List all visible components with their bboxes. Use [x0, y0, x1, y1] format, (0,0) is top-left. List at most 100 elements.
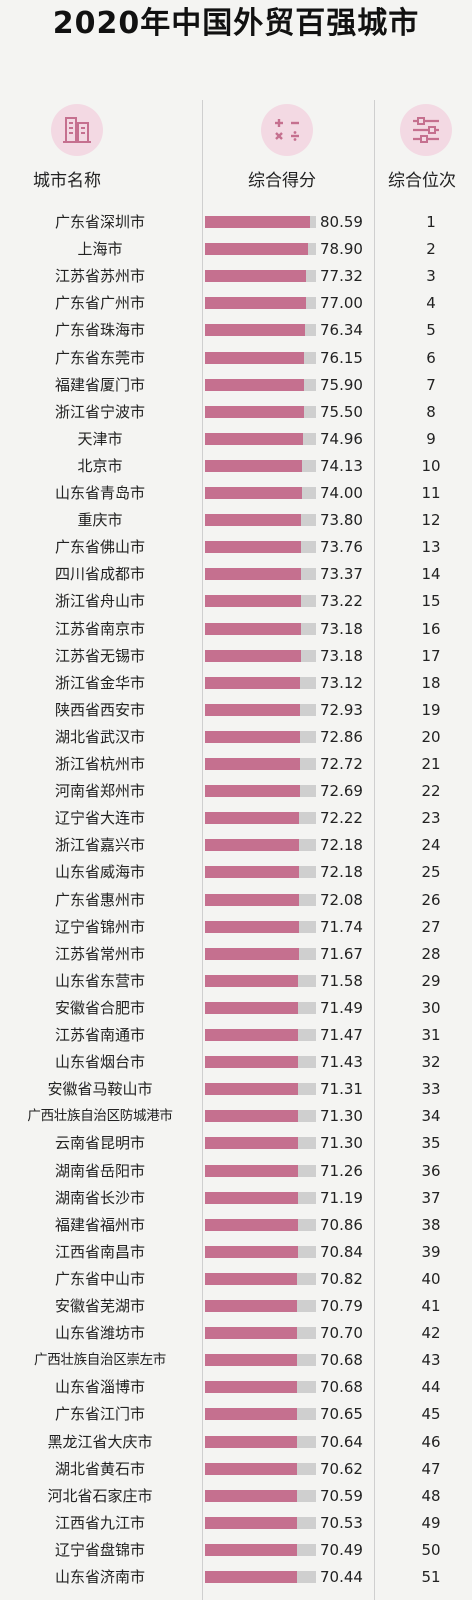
city-label: 辽宁省锦州市	[54, 917, 145, 936]
score-value: 75.50	[320, 402, 363, 421]
score-bar	[205, 622, 301, 635]
city-label: 安徽省马鞍山市	[47, 1080, 153, 1099]
score-value: 71.67	[320, 944, 363, 963]
rank-value: 2	[426, 240, 436, 259]
score-bar	[205, 839, 300, 852]
score-value: 71.26	[320, 1161, 363, 1180]
score-value: 73.22	[320, 592, 363, 611]
score-value: 73.37	[320, 565, 363, 584]
score-value: 71.74	[320, 917, 363, 936]
score-value: 73.76	[320, 538, 363, 557]
city-label: 广东省江门市	[54, 1405, 145, 1424]
rank-value: 5	[426, 321, 436, 340]
score-value: 70.44	[320, 1568, 363, 1586]
score-value: 78.90	[320, 240, 363, 259]
score-value: 70.79	[320, 1297, 363, 1315]
rank-value: 12	[421, 511, 441, 530]
score-value: 72.08	[320, 890, 363, 909]
score-bar	[205, 1571, 297, 1583]
score-bar	[205, 812, 300, 825]
city-label: 云南省昆明市	[54, 1134, 145, 1153]
score-bar	[205, 1435, 298, 1448]
rank-value: 14	[421, 565, 441, 584]
rank-value: 9	[426, 429, 436, 448]
city-label: 江苏省南京市	[54, 619, 145, 638]
rank-value: 1	[426, 213, 436, 231]
rank-value: 3	[426, 267, 436, 286]
score-value: 70.68	[320, 1351, 363, 1370]
column-divider	[202, 100, 203, 1600]
score-bar	[205, 541, 302, 554]
rank-value: 47	[421, 1459, 441, 1478]
city-label: 河北省石家庄市	[47, 1486, 153, 1505]
score-bar	[205, 1354, 298, 1367]
rank-value: 43	[421, 1351, 441, 1370]
city-label: 四川省成都市	[54, 565, 145, 584]
score-value: 77.00	[320, 294, 363, 313]
score-value: 72.18	[320, 836, 363, 855]
score-bar	[205, 1408, 298, 1421]
score-value: 76.15	[320, 348, 363, 367]
city-label: 浙江省杭州市	[54, 755, 145, 773]
city-label: 浙江省舟山市	[54, 592, 145, 611]
city-label: 上海市	[77, 240, 123, 259]
score-bar	[205, 216, 311, 228]
city-label: 广东省深圳市	[54, 213, 145, 231]
score-value: 71.58	[320, 971, 363, 990]
city-label: 辽宁省盘锦市	[54, 1540, 145, 1559]
score-value: 70.59	[320, 1486, 363, 1505]
score-column-header: 综合得分	[248, 171, 316, 191]
score-value: 71.47	[320, 1026, 363, 1044]
score-bar	[205, 1110, 299, 1123]
city-label: 福建省福州市	[54, 1215, 145, 1234]
buildings-icon	[51, 104, 103, 156]
score-bar	[205, 920, 299, 933]
score-value: 74.00	[320, 484, 363, 502]
rank-value: 7	[426, 375, 436, 394]
score-bar	[205, 1462, 298, 1475]
score-value: 71.31	[320, 1080, 363, 1099]
score-value: 71.43	[320, 1053, 363, 1072]
sliders-icon	[400, 104, 452, 156]
score-value: 70.65	[320, 1405, 363, 1424]
rank-value: 34	[421, 1107, 441, 1126]
city-label: 浙江省嘉兴市	[54, 836, 145, 855]
rank-value: 26	[421, 890, 441, 909]
rank-value: 35	[421, 1134, 441, 1153]
city-label: 山东省烟台市	[54, 1053, 145, 1072]
score-bar	[205, 1245, 298, 1258]
rank-value: 28	[421, 944, 441, 963]
rank-value: 50	[421, 1540, 441, 1559]
score-bar	[205, 1489, 298, 1502]
city-label: 江苏省无锡市	[54, 646, 145, 665]
score-bar	[205, 703, 301, 716]
rank-value: 45	[421, 1405, 441, 1424]
score-bar	[205, 730, 301, 743]
score-value: 75.90	[320, 375, 363, 394]
city-label: 山东省淄博市	[54, 1378, 145, 1397]
city-label: 湖南省长沙市	[54, 1188, 145, 1207]
rank-value: 48	[421, 1486, 441, 1505]
city-label: 重庆市	[77, 511, 123, 530]
rank-value: 11	[421, 484, 441, 502]
city-label: 广东省东莞市	[54, 348, 145, 367]
city-label: 山东省潍坊市	[54, 1324, 145, 1343]
score-bar	[205, 595, 301, 608]
score-value: 70.49	[320, 1540, 363, 1559]
rank-value: 46	[421, 1432, 441, 1451]
score-bar	[205, 487, 302, 499]
city-label: 广西壮族自治区崇左市	[34, 1352, 166, 1369]
score-bar	[205, 1083, 299, 1096]
city-label: 山东省威海市	[54, 863, 145, 882]
city-label: 广东省佛山市	[54, 538, 145, 557]
rank-value: 20	[421, 727, 441, 746]
score-value: 70.62	[320, 1459, 363, 1478]
score-value: 77.32	[320, 267, 363, 286]
score-value: 73.80	[320, 511, 363, 530]
city-label: 河南省郑州市	[54, 782, 145, 801]
city-label: 江苏省南通市	[54, 1026, 145, 1044]
city-label: 辽宁省大连市	[54, 809, 145, 828]
city-label: 广东省惠州市	[54, 890, 145, 909]
rank-value: 21	[421, 755, 441, 773]
score-bar	[205, 459, 302, 472]
